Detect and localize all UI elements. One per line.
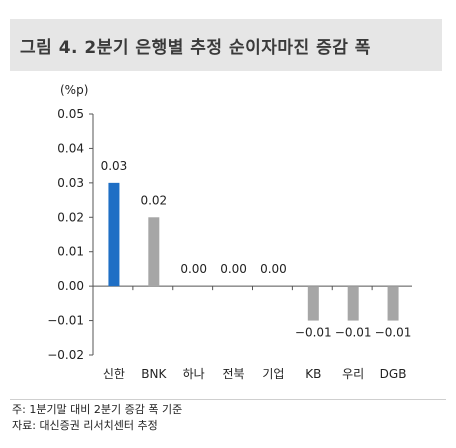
y-axis-unit-label: (%p) <box>60 83 88 97</box>
category-label: DGB <box>380 367 407 381</box>
data-label: 0.00 <box>220 262 247 276</box>
figure-title: 그림 4. 2분기 은행별 추정 순이자마진 증감 폭 <box>20 37 371 58</box>
bar-6 <box>307 286 319 321</box>
data-label: 0.02 <box>140 193 167 207</box>
y-tick-label: 0.05 <box>57 107 84 121</box>
y-tick-label: 0.04 <box>57 141 84 155</box>
bar-chart: (%p) 0.05 0.04 0.03 0.02 0.01 0.00 −0.01 −0.02 0.… <box>47 83 412 381</box>
y-tick-label: 0.02 <box>57 210 84 224</box>
y-tick-label: −0.01 <box>47 314 84 328</box>
category-label: 하나 <box>183 367 205 381</box>
y-tick-label: 0.00 <box>57 279 84 293</box>
category-label: BNK <box>141 367 167 381</box>
footer-source: 자료: 대신증권 리서치센터 추정 <box>12 419 158 432</box>
figure-title-bar: 그림 4. 2분기 은행별 추정 순이자마진 증감 폭 <box>10 19 442 71</box>
y-tick-label: −0.02 <box>47 348 84 362</box>
bar-2 <box>148 217 160 287</box>
footer-divider <box>10 399 446 400</box>
bar-7 <box>347 286 359 321</box>
bar-8 <box>387 286 399 321</box>
data-label: −0.01 <box>375 326 412 340</box>
data-label: −0.01 <box>335 326 372 340</box>
y-tick-label: 0.03 <box>57 176 84 190</box>
data-label: −0.01 <box>295 326 332 340</box>
category-label: 기업 <box>262 367 284 381</box>
y-tick-label: 0.01 <box>57 245 84 259</box>
category-label: 전북 <box>223 367 245 381</box>
data-label: 0.00 <box>260 262 287 276</box>
bar-1 <box>108 182 120 287</box>
data-label: 0.00 <box>180 262 207 276</box>
footer-note: 주: 1분기말 대비 2분기 증감 폭 기준 <box>12 403 183 416</box>
category-label: KB <box>305 367 321 381</box>
category-label: 우리 <box>342 367 364 381</box>
category-label: 신한 <box>103 367 125 381</box>
data-label: 0.03 <box>101 159 128 173</box>
footer: 주: 1분기말 대비 2분기 증감 폭 기준 자료: 대신증권 리서치센터 추정 <box>12 402 182 434</box>
